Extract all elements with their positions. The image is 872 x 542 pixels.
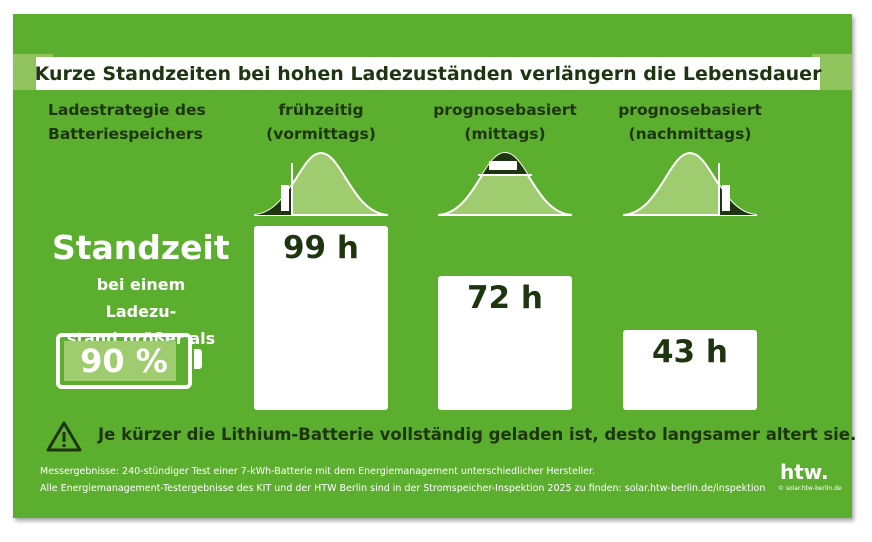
title: Kurze Standzeiten bei hohen Ladezustände… [35,57,821,90]
bar-3 [623,330,757,410]
battery-terminal [194,349,202,369]
battery-icon [281,185,289,211]
category-label: prognosebasiert [618,101,762,119]
category-header-2: prognosebasiert (mittags) [418,98,592,146]
battery-icon [722,185,730,211]
footnote: Messergebnisse: 240-stündiger Test einer… [40,466,595,477]
bar-2 [438,276,572,410]
side-text-line: bei einem Ladezu- [96,275,186,321]
category-header-3: prognosebasiert (nachmittags) [603,98,777,146]
row-header-line: Batteriespeichers [48,125,203,143]
battery-fill [64,341,176,381]
solar-curve-afternoon-icon [622,151,758,216]
bar-value-label: 99 h [282,230,359,266]
footnote: Alle Energiemanagement-Testergebnisse de… [40,483,766,494]
category-label: prognosebasiert [433,101,577,119]
category-sublabel: (mittags) [464,125,546,143]
category-label: frühzeitig [278,101,364,119]
solar-curve-morning-icon [253,151,389,216]
row-header: Ladestrategie des Batteriespeichers [48,98,206,146]
category-header-1: frühzeitig (vormittags) [254,98,388,146]
category-sublabel: (nachmittags) [628,125,752,143]
htw-logo: htw. [780,460,829,484]
warning-text: Je kürzer die Lithium-Batterie vollständ… [98,425,857,444]
infographic-card [13,14,852,518]
battery-label: 90 % [80,342,168,380]
logo-credit: © solar.htw-berlin.de [778,485,842,492]
category-sublabel: (vormittags) [266,125,376,143]
battery-90-icon: 90 % [56,333,202,389]
bar-value-label: 43 h [651,334,728,371]
side-heading: Standzeit [52,228,230,267]
warning-icon [46,421,82,452]
row-header-line: Ladestrategie des [48,101,206,119]
bar-1 [254,226,388,410]
bar-value-label: 72 h [466,280,543,317]
battery-icon [489,161,517,170]
solar-curve-midday-icon [437,151,573,216]
